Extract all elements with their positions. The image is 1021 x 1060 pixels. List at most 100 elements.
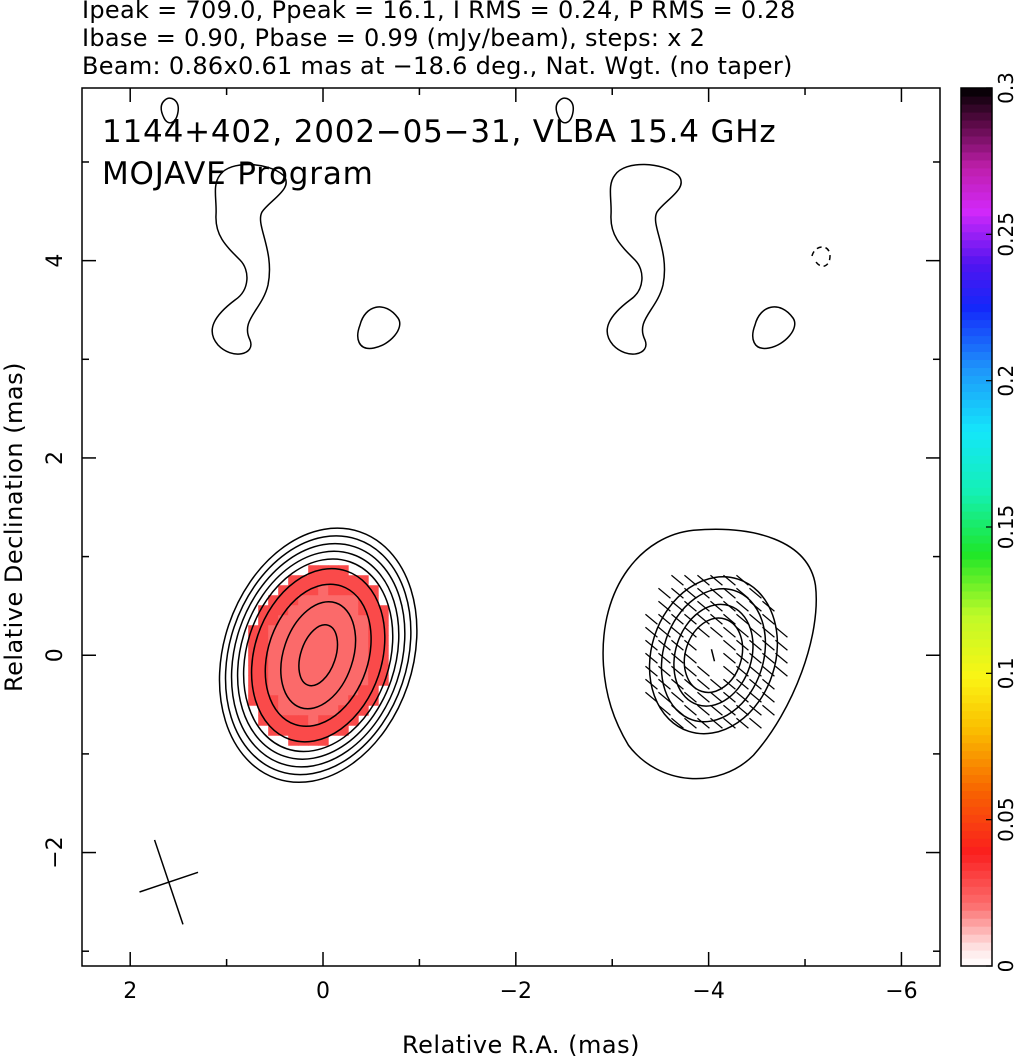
- evpa-tick: [671, 639, 684, 651]
- evpa-tick: [710, 600, 723, 612]
- evpa-tick: [645, 652, 658, 664]
- colorbar-step: [961, 119, 992, 129]
- intensity-contour: [230, 542, 406, 768]
- polarization-pixel: [338, 705, 349, 716]
- colorbar-step: [961, 295, 992, 305]
- polarization-pixel: [328, 655, 339, 666]
- colorbar-step: [961, 159, 992, 169]
- colorbar-step: [961, 542, 992, 552]
- polarization-pixel: [298, 675, 309, 686]
- colorbar-step: [961, 806, 992, 815]
- polarization-pixel: [308, 635, 319, 646]
- evpa-tick: [697, 678, 710, 690]
- polarization-pixel: [358, 665, 369, 676]
- faint-contour: [606, 163, 682, 355]
- colorbar-step: [961, 247, 992, 257]
- polarization-pixel: [278, 695, 289, 706]
- header-line-3: Beam: 0.86x0.61 mas at −18.6 deg., Nat. …: [82, 52, 793, 80]
- intensity-contour: [242, 558, 394, 753]
- evpa-tick: [697, 717, 710, 729]
- polarization-pixel: [368, 695, 379, 706]
- polarization-pixel: [378, 675, 389, 686]
- colorbar-tick-label: 0.3: [994, 72, 1018, 104]
- polarization-pixel: [348, 615, 359, 626]
- intensity-contour: [298, 624, 339, 687]
- evpa-tick: [749, 678, 762, 690]
- polarization-pixel: [298, 615, 309, 626]
- polarization-pixel: [338, 625, 349, 636]
- colorbar-step: [961, 407, 992, 416]
- header-line-2: Ibase = 0.90, Pbase = 0.99 (mJy/beam), s…: [82, 24, 705, 52]
- polarization-pixel: [298, 725, 309, 736]
- faint-contour: [211, 163, 287, 355]
- colorbar-step: [961, 822, 992, 831]
- polarization-pixel: [318, 735, 329, 746]
- evpa-tick: [710, 587, 723, 599]
- colorbar-step: [961, 463, 992, 472]
- evpa-tick: [697, 587, 710, 599]
- polarization-pixel: [268, 715, 279, 726]
- colorbar-step: [961, 846, 992, 855]
- polarization-pixel: [328, 595, 339, 606]
- evpa-tick: [645, 626, 658, 638]
- colorbar-step: [961, 327, 992, 337]
- polarization-pixel: [288, 635, 299, 646]
- polarization-pixel: [278, 705, 289, 716]
- polarization-pixel: [358, 625, 369, 636]
- colorbar-tick-label: 0.25: [994, 212, 1018, 257]
- evpa-tick: [723, 652, 736, 664]
- polarization-pixel: [338, 605, 349, 616]
- colorbar-step: [961, 774, 992, 784]
- evpa-tick: [762, 691, 775, 703]
- polarization-pixel: [288, 595, 299, 606]
- colorbar-step: [961, 487, 992, 496]
- polarization-pixel: [348, 665, 359, 676]
- evpa-tick: [671, 587, 684, 599]
- colorbar-step: [961, 694, 992, 704]
- polarization-pixel: [308, 665, 319, 676]
- colorbar-step: [961, 439, 992, 448]
- polarization-pixel: [368, 635, 379, 646]
- polarization-pixel: [378, 605, 389, 616]
- evpa-tick: [762, 600, 775, 612]
- polarization-pixel: [328, 645, 339, 656]
- polarization-pixel: [318, 605, 329, 616]
- polarization-pixel: [338, 595, 349, 606]
- polarization-pixel: [328, 565, 339, 576]
- colorbar-step: [961, 862, 992, 871]
- polarization-pixel: [338, 725, 349, 736]
- colorbar-step: [961, 622, 992, 632]
- polarization-pixel: [338, 695, 349, 706]
- polarization-pixel: [298, 685, 309, 696]
- colorbar-step: [961, 574, 992, 584]
- colorbar-step: [961, 455, 992, 464]
- polarization-pixel: [258, 645, 269, 656]
- evpa-tick: [736, 626, 749, 638]
- colorbar-step: [961, 758, 992, 768]
- polarization-pixel: [348, 595, 359, 606]
- evpa-tick: [736, 678, 749, 690]
- polarization-pixel: [368, 645, 379, 656]
- polarization-pixel: [278, 725, 289, 736]
- polarization-pixel: [298, 735, 309, 746]
- polarization-pixel: [378, 645, 389, 656]
- polarization-pixel: [308, 695, 319, 706]
- polarization-pixel: [328, 695, 339, 706]
- polarization-pixel: [258, 715, 269, 726]
- evpa-tick: [762, 626, 775, 638]
- beam-minor-axis: [139, 871, 199, 893]
- polarization-pixel: [288, 585, 299, 596]
- colorbar-step: [961, 511, 992, 520]
- colorbar-step: [961, 231, 992, 241]
- colorbar-step: [961, 878, 992, 887]
- colorbar-step: [961, 391, 992, 400]
- polarization-pixel: [288, 685, 299, 696]
- evpa-tick: [671, 600, 684, 612]
- colorbar-step: [961, 854, 992, 863]
- polarization-pixel: [308, 595, 319, 606]
- polarization-pixel: [298, 665, 309, 676]
- evpa-tick: [736, 704, 749, 716]
- polarization-pixel: [308, 725, 319, 736]
- polarization-pixel: [358, 595, 369, 606]
- evpa-tick: [684, 704, 697, 716]
